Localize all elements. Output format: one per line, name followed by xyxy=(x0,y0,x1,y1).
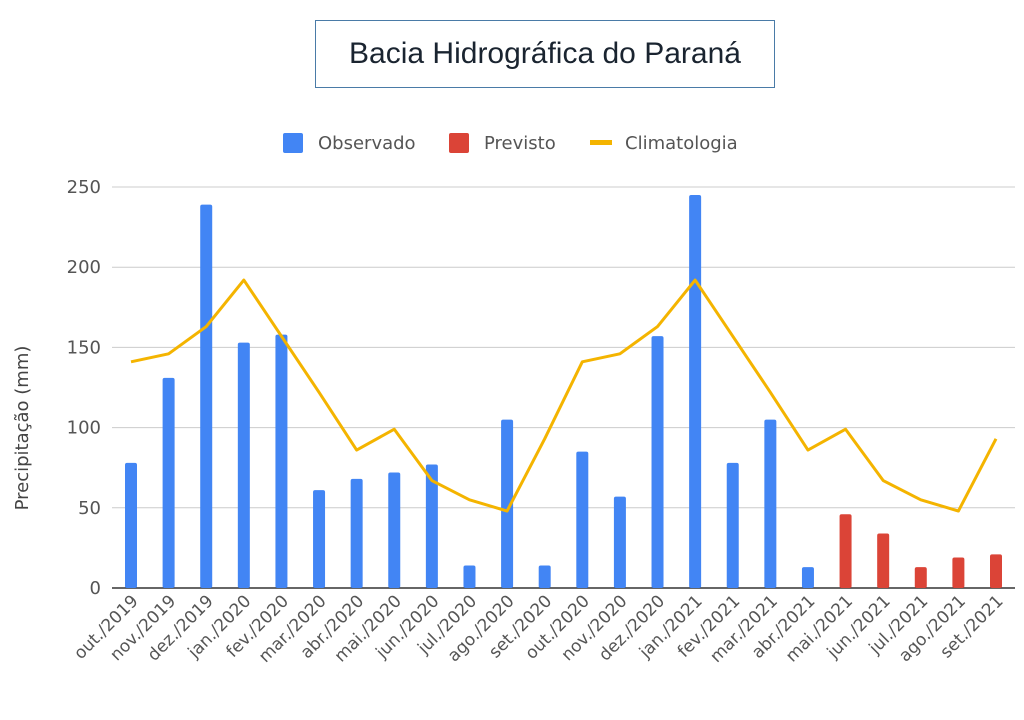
observed-bar-out./2019 xyxy=(125,462,137,588)
observed-bar-dez./2019 xyxy=(200,204,213,589)
observed-bar-abr./2021 xyxy=(801,567,814,588)
observed-bar-jul./2020 xyxy=(463,565,476,588)
observed-bar-out./2020 xyxy=(576,451,589,588)
observed-bar-abr./2020 xyxy=(350,478,363,588)
chart-title: Bacia Hidrográfica do Paraná xyxy=(349,37,741,70)
forecast-bar-set./2021 xyxy=(990,554,1002,588)
legend: Observado Previsto Climatologia xyxy=(283,133,738,154)
observed-bar-nov./2019 xyxy=(162,377,175,588)
forecast-bar-ago./2021 xyxy=(952,557,965,588)
x-tick-labels: out./2019nov./2019dez./2019jan./2020fev.… xyxy=(70,591,1007,667)
climatology-series-line xyxy=(130,278,998,513)
observed-bar-mar./2021 xyxy=(764,419,777,588)
observed-bar-ago./2020 xyxy=(501,419,514,588)
observed-bar-nov./2020 xyxy=(613,496,626,588)
chart-title-box: Bacia Hidrográfica do Paraná xyxy=(315,20,775,88)
observed-bar-jan./2020 xyxy=(237,342,250,588)
legend-label-observado: Observado xyxy=(318,133,416,154)
y-tick-labels: 0 50 100 150 200 250 xyxy=(67,177,101,599)
legend-label-previsto: Previsto xyxy=(484,133,556,154)
observed-bar-mar./2020 xyxy=(313,490,326,588)
y-tick-label: 0 xyxy=(90,578,101,599)
observed-bar-set./2020 xyxy=(538,565,551,588)
y-axis-label: Precipitação (mm) xyxy=(12,346,33,511)
y-tick-label: 150 xyxy=(67,337,101,358)
climatology-line xyxy=(130,278,998,513)
y-tick-label: 200 xyxy=(67,257,101,278)
forecast-bar-jul./2021 xyxy=(914,567,927,588)
y-tick-label: 100 xyxy=(67,418,101,439)
legend-swatch-climatologia xyxy=(590,140,612,145)
legend-swatch-previsto xyxy=(449,133,469,153)
y-tick-label: 50 xyxy=(78,498,101,519)
observed-bar-jan./2021 xyxy=(689,195,702,588)
observed-bar-mai./2020 xyxy=(388,472,401,588)
legend-swatch-observado xyxy=(283,133,303,153)
legend-label-climatologia: Climatologia xyxy=(625,133,738,154)
forecast-bar-jun./2021 xyxy=(877,533,890,588)
bars xyxy=(125,195,1002,589)
observed-bar-fev./2021 xyxy=(726,462,739,588)
y-tick-label: 250 xyxy=(67,177,101,198)
observed-bar-dez./2020 xyxy=(651,336,664,588)
observed-bar-fev./2020 xyxy=(275,334,288,588)
grid xyxy=(112,186,1015,589)
observed-bar-jun./2020 xyxy=(425,464,438,588)
forecast-bar-mai./2021 xyxy=(839,514,852,588)
